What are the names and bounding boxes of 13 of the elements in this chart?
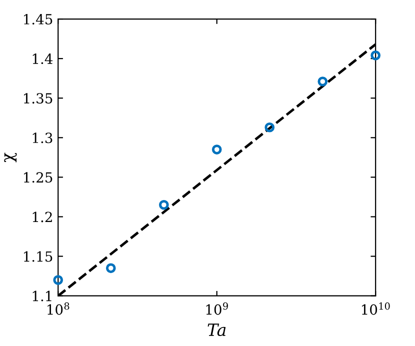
x-tick-label: 10$^{9}$ (206, 302, 228, 315)
y-tick-label: 1.4 (32, 54, 53, 64)
y-tick-label: 1.3 (32, 132, 52, 144)
y-tick-label: 1.1 (32, 290, 52, 302)
x-axis-title: Ta (208, 324, 226, 336)
y-tick-label: 1.15 (24, 251, 52, 262)
x-tick-label: 10$^{10}$ (362, 302, 390, 315)
x-tick-label: 10$^{8}$ (48, 302, 70, 315)
y-axis-title: χ (4, 152, 17, 162)
y-tick-label: 1.2 (32, 212, 52, 222)
y-tick-label: 1.25 (24, 172, 52, 183)
y-tick-label: 1.45 (24, 14, 52, 25)
y-tick-label: 1.35 (24, 93, 52, 104)
